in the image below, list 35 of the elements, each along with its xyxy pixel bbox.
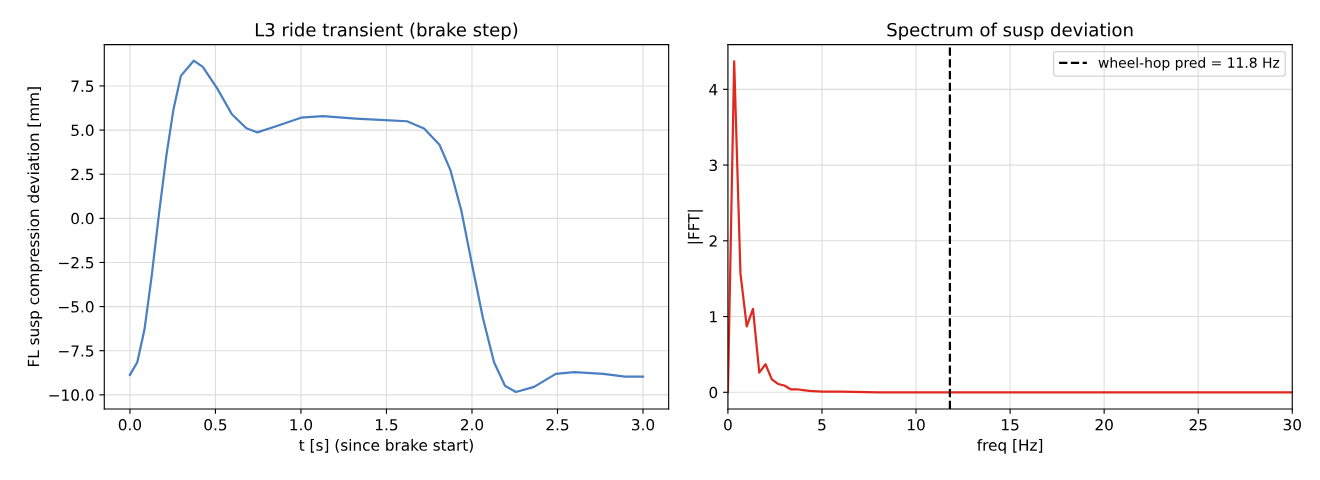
y-tick-label: 2.5 [71, 168, 94, 181]
x-axis-title: freq [Hz] [977, 439, 1043, 454]
x-tick-label: 2.0 [460, 418, 484, 431]
x-tick-label: 0 [724, 418, 732, 431]
y-tick-label: 0 [709, 386, 718, 399]
y-tick-label: 5.0 [71, 124, 94, 137]
y-tick-label: 2 [709, 235, 717, 247]
x-tick-label: 3.0 [632, 418, 655, 431]
y-tick-label: −5.0 [59, 301, 94, 313]
x-tick-label: 5 [818, 419, 826, 431]
y-axis-title: FL susp compression deviation [mm] [27, 87, 43, 367]
y-axis-title: |FFT| [687, 210, 703, 244]
x-tick-label: 0.5 [204, 418, 227, 431]
x-tick-label: 0.0 [118, 418, 142, 431]
y-tick-label: 4 [709, 83, 718, 96]
chart-title: Spectrum of susp deviation [887, 22, 1133, 41]
chart-title: L3 ride transient (brake step) [255, 22, 518, 41]
y-tick-label: 7.5 [71, 80, 94, 92]
x-tick-label: 15 [1002, 419, 1019, 431]
y-tick-label: −10.0 [49, 389, 94, 401]
y-tick-label: 0.0 [71, 212, 94, 225]
y-tick-label: −2.5 [59, 256, 94, 269]
x-tick-label: 1.0 [290, 418, 313, 431]
x-tick-label: 25 [1189, 418, 1207, 431]
x-tick-label: 10 [907, 418, 925, 431]
x-axis-title: t [s] (since brake start) [299, 439, 473, 453]
x-tick-label: 1.5 [376, 419, 398, 431]
y-tick-label: −7.5 [59, 345, 94, 357]
y-tick-label: 3 [709, 159, 717, 172]
x-tick-label: 2.5 [546, 418, 569, 431]
ref-line-label: wheel-hop pred = 11.8 Hz [1098, 57, 1280, 71]
x-tick-label: 30 [1283, 418, 1301, 431]
y-tick-label: 1 [710, 311, 717, 323]
x-tick-label: 20 [1095, 418, 1113, 431]
line-series [128, 59, 645, 394]
